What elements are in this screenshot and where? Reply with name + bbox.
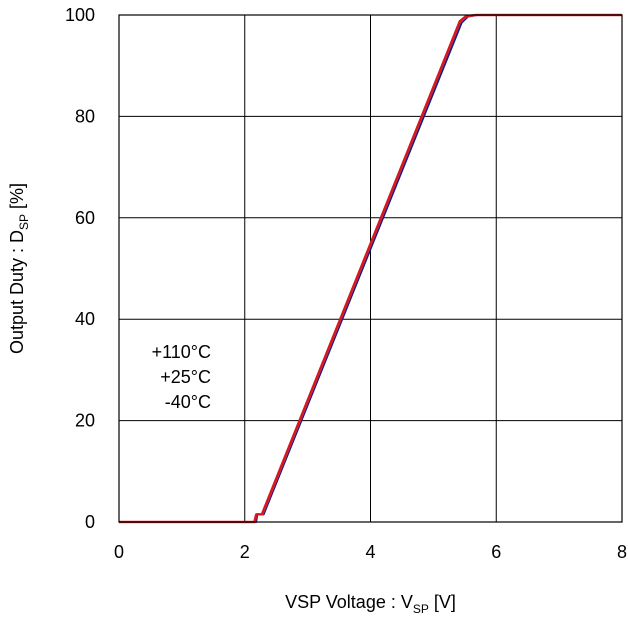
legend-label: +25°C <box>160 367 211 387</box>
y-tick-label: 80 <box>75 106 95 126</box>
x-axis-label: VSP Voltage : VSP [V] <box>285 592 456 616</box>
plot-frame <box>118 14 623 523</box>
y-axis-label-unit: [%] <box>7 183 27 214</box>
y-tick-label: 60 <box>75 208 95 228</box>
y-tick-labels: 0 20 40 60 80 100 <box>65 5 95 532</box>
y-axis-label-main: Output Duty : D <box>7 230 27 354</box>
x-tick-label: 6 <box>491 542 501 562</box>
y-tick-label: 0 <box>85 512 95 532</box>
y-tick-label: 100 <box>65 5 95 25</box>
y-axis-label-subscript: SP <box>17 214 31 230</box>
legend-label: +110°C <box>152 342 211 362</box>
grid-lines <box>119 15 622 522</box>
x-tick-labels: 0 2 4 6 8 <box>114 542 627 562</box>
x-axis-label-unit: [V] <box>429 592 456 612</box>
x-tick-label: 0 <box>114 542 124 562</box>
y-tick-label: 40 <box>75 309 95 329</box>
y-tick-label: 20 <box>75 411 95 431</box>
x-tick-label: 4 <box>365 542 375 562</box>
x-axis-label-subscript: SP <box>413 602 429 616</box>
legend-label: -40°C <box>165 392 211 412</box>
x-axis-label-main: VSP Voltage : V <box>285 592 413 612</box>
x-tick-label: 8 <box>617 542 627 562</box>
y-axis-label: Output Duty : DSP [%] <box>7 183 31 354</box>
x-tick-label: 2 <box>240 542 250 562</box>
legend: +110°C +25°C -40°C <box>152 342 211 412</box>
